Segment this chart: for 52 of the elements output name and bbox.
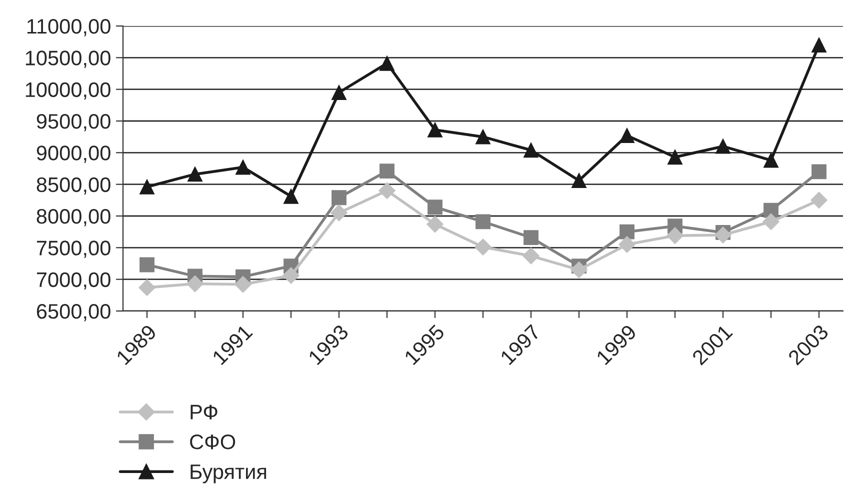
point <box>332 85 346 100</box>
point <box>284 188 298 204</box>
y-tick-label: 10500,00 <box>26 50 110 68</box>
point <box>378 182 396 200</box>
point <box>524 142 538 158</box>
y-tick-label: 7500,00 <box>36 240 110 258</box>
legend-label: Бурятия <box>190 464 266 484</box>
point <box>186 275 204 292</box>
y-tick-label: 9000,00 <box>36 146 110 163</box>
point <box>380 56 394 71</box>
legend-label: СФО <box>190 434 236 450</box>
point <box>140 257 154 272</box>
point <box>234 276 252 293</box>
point <box>716 138 730 154</box>
point <box>812 38 826 52</box>
point <box>428 200 442 215</box>
y-tick-label: 8500,00 <box>36 177 110 195</box>
y-tick-label: 6500,00 <box>36 304 110 322</box>
point <box>618 236 636 253</box>
point <box>140 179 154 194</box>
point <box>522 248 540 264</box>
point <box>476 129 490 144</box>
y-tick-label: 7000,00 <box>36 272 110 290</box>
point <box>476 214 490 230</box>
point <box>236 160 250 175</box>
point <box>810 192 828 209</box>
point <box>764 152 778 168</box>
point <box>188 166 202 182</box>
point <box>620 224 634 240</box>
point <box>426 216 444 233</box>
point <box>282 267 300 284</box>
point <box>474 238 492 256</box>
point <box>380 164 394 178</box>
point <box>524 230 538 245</box>
point <box>138 279 156 296</box>
point <box>332 190 346 206</box>
point <box>764 202 778 218</box>
point <box>812 164 826 180</box>
y-tick-label: 8000,00 <box>36 209 110 226</box>
y-tick-label: 9500,00 <box>36 114 110 132</box>
point <box>762 213 780 230</box>
y-tick-label: 10000,00 <box>26 82 110 100</box>
point <box>668 150 682 165</box>
legend-label: РФ <box>190 404 218 420</box>
point <box>330 204 348 222</box>
point <box>572 173 586 188</box>
point <box>620 128 634 144</box>
point <box>714 226 732 244</box>
point <box>428 122 442 138</box>
point <box>570 261 588 278</box>
y-tick-label: 11000,00 <box>27 19 110 36</box>
point <box>666 227 684 244</box>
